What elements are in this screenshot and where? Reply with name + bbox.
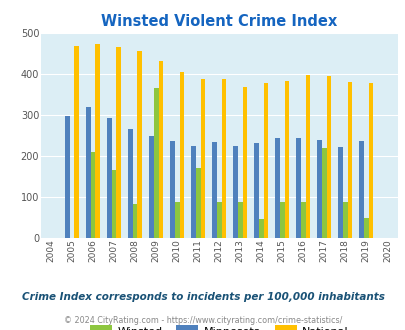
Title: Winsted Violent Crime Index: Winsted Violent Crime Index (101, 14, 337, 29)
Bar (128, 129, 132, 238)
Bar (212, 142, 216, 238)
Bar (342, 202, 347, 238)
Bar (317, 140, 321, 238)
Bar (158, 61, 163, 238)
Bar (242, 87, 247, 238)
Bar (216, 202, 221, 238)
Bar (321, 148, 326, 238)
Bar (305, 75, 309, 238)
Bar (175, 202, 179, 238)
Bar (170, 142, 175, 238)
Bar (65, 115, 70, 238)
Legend: Winsted, Minnesota, National: Winsted, Minnesota, National (85, 321, 352, 330)
Bar (358, 141, 363, 238)
Bar (275, 138, 279, 238)
Bar (221, 79, 226, 238)
Bar (132, 204, 137, 238)
Text: Crime Index corresponds to incidents per 100,000 inhabitants: Crime Index corresponds to incidents per… (21, 292, 384, 302)
Bar (153, 88, 158, 238)
Bar (263, 83, 268, 238)
Bar (111, 170, 116, 238)
Bar (326, 76, 330, 238)
Bar (347, 82, 352, 238)
Bar (284, 81, 288, 238)
Bar (368, 82, 372, 238)
Bar (196, 168, 200, 238)
Bar (149, 136, 153, 238)
Bar (191, 146, 196, 238)
Bar (137, 51, 142, 238)
Bar (254, 143, 258, 238)
Text: © 2024 CityRating.com - https://www.cityrating.com/crime-statistics/: © 2024 CityRating.com - https://www.city… (64, 316, 341, 325)
Bar (107, 118, 111, 238)
Bar (300, 202, 305, 238)
Bar (95, 44, 100, 238)
Bar (116, 47, 121, 238)
Bar (91, 152, 95, 238)
Bar (338, 147, 342, 238)
Bar (200, 79, 205, 238)
Bar (179, 72, 184, 238)
Bar (296, 138, 300, 238)
Bar (237, 202, 242, 238)
Bar (233, 146, 237, 238)
Bar (86, 108, 91, 238)
Bar (74, 46, 79, 238)
Bar (258, 219, 263, 238)
Bar (363, 218, 368, 238)
Bar (279, 202, 284, 238)
